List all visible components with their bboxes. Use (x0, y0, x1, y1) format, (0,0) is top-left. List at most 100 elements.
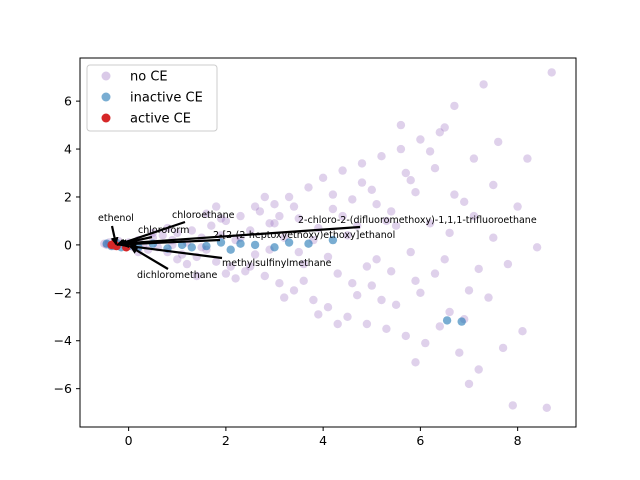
annotation-label-1: chloroethane (172, 210, 235, 221)
point-no-CE-100 (382, 216, 391, 226)
point-no-CE-125 (377, 295, 386, 305)
point-inactive-CE-15 (270, 243, 279, 252)
y-tick-label-2: −2 (54, 285, 72, 300)
point-no-CE-46 (318, 173, 328, 182)
annotation-label-0: ethenol (98, 213, 134, 224)
legend-label-0: no CE (130, 70, 168, 85)
point-no-CE-120 (202, 209, 211, 218)
point-no-CE-121 (221, 269, 231, 278)
point-no-CE-138 (440, 255, 449, 264)
point-no-CE-65 (411, 276, 420, 285)
point-no-CE-11 (148, 233, 158, 242)
point-no-CE-94 (333, 319, 342, 329)
point-no-CE-136 (338, 211, 347, 221)
point-inactive-CE-19 (442, 316, 452, 325)
point-no-CE-137 (387, 267, 396, 276)
x-tick-label-1: 2 (222, 433, 230, 448)
point-no-CE-97 (212, 202, 221, 211)
point-no-CE-107 (416, 288, 425, 297)
point-no-CE-105 (425, 147, 435, 156)
point-no-CE-122 (299, 276, 308, 285)
point-no-CE-126 (430, 269, 440, 278)
point-no-CE-26 (221, 216, 231, 226)
point-no-CE-35 (265, 219, 274, 228)
point-no-CE-146 (348, 279, 357, 288)
point-no-CE-30 (241, 267, 250, 276)
point-no-CE-75 (460, 197, 469, 206)
legend-label-1: inactive CE (130, 91, 203, 106)
point-no-CE-39 (284, 192, 294, 202)
annotation-label-3: 2-chloro-2-(difluoromethoxy)-1,1,1-trifl… (298, 215, 537, 226)
point-no-CE-74 (455, 348, 464, 357)
point-no-CE-69 (430, 164, 440, 173)
legend-label-2: active CE (130, 112, 191, 127)
annotation-arrow-0 (110, 225, 119, 246)
point-no-CE-57 (372, 255, 381, 264)
point-no-CE-84 (508, 401, 517, 410)
point-no-CE-42 (299, 259, 308, 269)
point-inactive-CE-18 (328, 235, 338, 245)
point-no-CE-109 (343, 231, 352, 240)
point-no-CE-91 (396, 120, 406, 130)
point-no-CE-149 (411, 188, 420, 197)
x-tick-label-0: 0 (125, 433, 133, 448)
point-no-CE-72 (445, 307, 454, 317)
point-no-CE-80 (484, 293, 493, 302)
point-no-CE-70 (435, 322, 444, 331)
point-no-CE-52 (348, 195, 357, 204)
point-no-CE-47 (323, 303, 333, 312)
point-no-CE-87 (523, 154, 532, 163)
point-no-CE-33 (255, 207, 265, 216)
point-inactive-CE-9 (187, 243, 196, 252)
point-no-CE-53 (353, 291, 362, 300)
point-no-CE-102 (445, 228, 454, 238)
point-no-CE-82 (494, 137, 503, 147)
point-no-CE-106 (469, 211, 479, 221)
point-no-CE-95 (314, 310, 323, 319)
point-no-CE-31 (246, 226, 255, 235)
point-no-CE-98 (192, 271, 201, 281)
point-inactive-CE-12 (226, 245, 235, 254)
point-no-CE-129 (280, 293, 289, 302)
point-no-CE-93 (411, 358, 420, 367)
point-no-CE-117 (391, 221, 401, 230)
point-no-CE-66 (416, 135, 425, 144)
point-no-CE-130 (250, 202, 260, 211)
legend-marker-2 (101, 113, 111, 123)
point-no-CE-96 (260, 192, 269, 202)
point-inactive-CE-17 (304, 239, 313, 248)
point-no-CE-92 (435, 128, 444, 137)
annotation-arrow-6 (129, 245, 169, 270)
point-no-CE-73 (450, 101, 459, 111)
point-no-CE-62 (396, 144, 406, 154)
point-no-CE-27 (226, 262, 235, 271)
point-no-CE-99 (357, 178, 367, 187)
point-no-CE-71 (440, 123, 449, 132)
point-no-CE-16 (173, 228, 182, 238)
point-no-CE-140 (489, 233, 498, 242)
point-no-CE-147 (275, 211, 284, 221)
point-no-CE-135 (323, 252, 333, 262)
axes-layer: 0 2 4 6 8 −6 −4 −2 0 2 4 6 (54, 94, 522, 448)
annotation-label-5: methylsulfinylmethane (222, 258, 332, 269)
point-no-CE-85 (513, 202, 522, 211)
point-no-CE-89 (542, 403, 551, 412)
plot-frame (79, 57, 577, 428)
point-no-CE-43 (304, 183, 313, 192)
point-no-CE-76 (464, 379, 474, 389)
point-no-CE-113 (216, 214, 226, 223)
point-no-CE-141 (503, 259, 513, 269)
point-no-CE-127 (450, 190, 459, 199)
point-no-CE-56 (367, 185, 376, 194)
annotation-arrow-5 (128, 243, 223, 260)
point-no-CE-40 (289, 286, 299, 295)
point-no-CE-90 (547, 68, 556, 77)
point-inactive-CE-14 (250, 240, 260, 250)
y-tick-label-5: 4 (64, 142, 72, 157)
point-no-CE-24 (212, 257, 221, 266)
annotation-arrow-4 (120, 238, 221, 249)
point-no-CE-78 (474, 365, 483, 374)
point-no-CE-67 (421, 338, 430, 348)
point-no-CE-131 (173, 255, 182, 264)
